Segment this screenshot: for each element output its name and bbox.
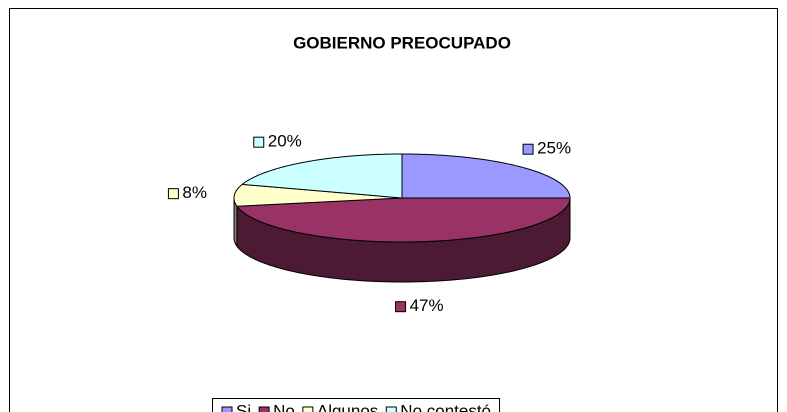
data-label: 20%: [268, 132, 302, 151]
legend-box: [212, 398, 501, 412]
data-label: 8%: [182, 183, 207, 202]
legend-label: Algunos: [317, 401, 378, 412]
legend-swatch: [258, 406, 270, 412]
legend-label: No contestó: [400, 401, 491, 412]
pie-slice: [233, 183, 403, 207]
label-swatch: [395, 301, 407, 313]
legend-swatch: [221, 406, 233, 412]
label-swatch: [522, 143, 534, 155]
legend-label: No: [273, 401, 295, 412]
legend-label: Si: [236, 401, 251, 412]
label-swatch: [253, 136, 265, 148]
data-label: 25%: [537, 139, 571, 158]
data-label: 47%: [410, 296, 444, 315]
chart-title: GOBIERNO PREOCUPADO: [293, 33, 511, 52]
legend-swatch: [302, 406, 314, 412]
legend-swatch: [385, 406, 397, 412]
pie-slice: [240, 153, 403, 199]
label-swatch: [167, 188, 179, 200]
pie-slice: [236, 197, 571, 243]
pie-slice: [401, 153, 571, 199]
